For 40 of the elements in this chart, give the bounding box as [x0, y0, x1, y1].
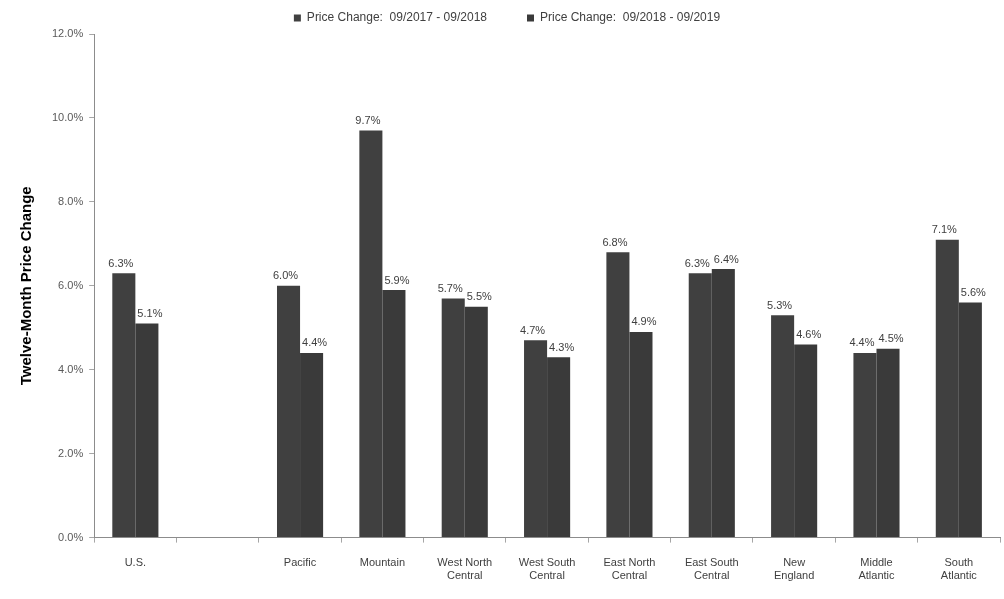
data-label: 6.4% — [713, 252, 740, 265]
x-tick-label: West North Central — [437, 556, 493, 582]
x-tick-label: East South Central — [684, 556, 739, 582]
data-label: 4.9% — [631, 315, 657, 328]
data-label: 5.7% — [437, 281, 463, 294]
data-label: 5.5% — [466, 290, 493, 303]
data-label: 5.1% — [137, 307, 163, 320]
y-axis-title: Twelve-Month Price Change — [17, 186, 35, 386]
y-tick-label: 10.0% — [51, 110, 84, 123]
x-tick-label: Mountain — [359, 556, 406, 569]
y-tick-label: 12.0% — [51, 27, 84, 40]
y-tick-label: 8.0% — [58, 194, 84, 207]
data-label: 4.4% — [302, 336, 328, 349]
x-tick-label: East North Central — [603, 556, 656, 582]
data-label: 7.1% — [931, 223, 958, 236]
data-label: 6.8% — [602, 235, 628, 248]
legend-label: Price Change: 09/2017 - 09/2018 — [306, 10, 488, 25]
data-label: 4.7% — [520, 323, 546, 336]
data-label: 5.3% — [767, 298, 793, 311]
data-label: 4.3% — [549, 340, 575, 353]
data-label: 5.6% — [960, 286, 987, 299]
x-tick-label: Pacific — [283, 556, 317, 569]
data-label: 9.7% — [355, 114, 381, 127]
x-tick-label: Middle Atlantic — [858, 556, 896, 582]
data-label: 4.4% — [849, 336, 875, 349]
data-label: 4.6% — [796, 328, 822, 341]
data-label: 6.3% — [108, 256, 134, 269]
legend-label: Price Change: 09/2018 - 09/2019 — [540, 10, 721, 25]
data-label: 6.0% — [272, 269, 299, 282]
y-tick-label: 2.0% — [58, 446, 84, 459]
y-tick-label: 4.0% — [58, 362, 84, 375]
x-tick-label: South Atlantic — [940, 556, 978, 582]
data-label: 6.3% — [684, 256, 711, 269]
x-tick-label: U.S. — [124, 556, 147, 569]
data-label: 4.5% — [878, 332, 904, 345]
y-tick-label: 0.0% — [58, 530, 84, 543]
x-tick-label: West South Central — [518, 556, 576, 582]
y-tick-label: 6.0% — [58, 278, 84, 291]
x-tick-label: New England — [773, 556, 815, 582]
data-label: 5.9% — [384, 273, 410, 286]
